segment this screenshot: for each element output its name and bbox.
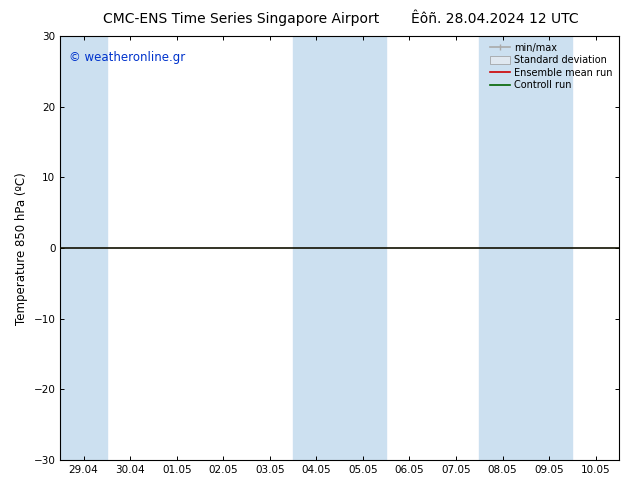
Legend: min/max, Standard deviation, Ensemble mean run, Controll run: min/max, Standard deviation, Ensemble me…	[488, 41, 614, 92]
Text: CMC-ENS Time Series Singapore Airport: CMC-ENS Time Series Singapore Airport	[103, 12, 379, 26]
Y-axis label: Temperature 850 hPa (ºC): Temperature 850 hPa (ºC)	[15, 172, 28, 324]
Bar	[293, 36, 386, 460]
Text: © weatheronline.gr: © weatheronline.gr	[68, 51, 185, 64]
Bar	[479, 36, 573, 460]
Bar	[60, 36, 107, 460]
Text: Êôñ. 28.04.2024 12 UTC: Êôñ. 28.04.2024 12 UTC	[411, 12, 578, 26]
